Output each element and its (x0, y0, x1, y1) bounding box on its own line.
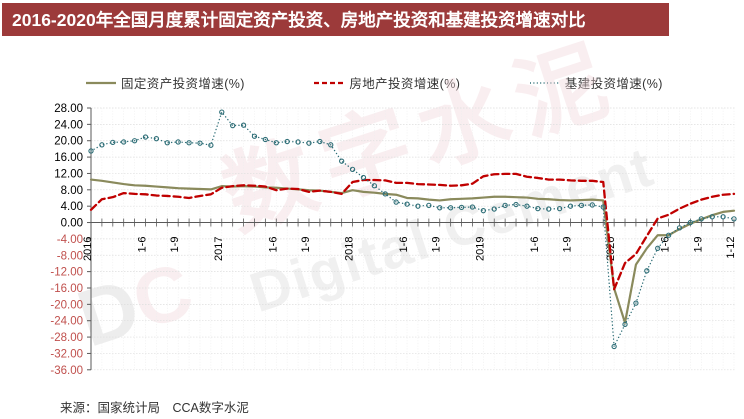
svg-text:-8.00: -8.00 (57, 250, 83, 262)
svg-text:20.00: 20.00 (54, 136, 83, 148)
svg-text:1-6: 1-6 (529, 237, 541, 253)
svg-text:-36.00: -36.00 (50, 365, 83, 377)
svg-text:1-9: 1-9 (300, 237, 312, 253)
svg-text:1-6: 1-6 (660, 237, 672, 253)
svg-text:1-9: 1-9 (169, 237, 181, 253)
svg-text:-16.00: -16.00 (50, 283, 83, 295)
svg-text:1-9: 1-9 (692, 237, 704, 253)
svg-text:-32.00: -32.00 (50, 348, 83, 360)
svg-text:-4.00: -4.00 (57, 234, 83, 246)
svg-text:2019: 2019 (474, 237, 486, 261)
svg-text:1-9: 1-9 (562, 237, 574, 253)
svg-text:1-12: 1-12 (725, 237, 737, 259)
svg-text:-28.00: -28.00 (50, 332, 83, 344)
svg-text:1-6: 1-6 (267, 237, 279, 253)
svg-text:24.00: 24.00 (54, 119, 83, 131)
svg-text:-20.00: -20.00 (50, 299, 83, 311)
svg-text:16.00: 16.00 (54, 152, 83, 164)
svg-text:1-6: 1-6 (398, 237, 410, 253)
svg-text:-12.00: -12.00 (50, 267, 83, 279)
svg-text:2017: 2017 (213, 237, 225, 261)
svg-text:0.00: 0.00 (61, 218, 83, 230)
svg-text:2016: 2016 (82, 237, 94, 261)
svg-text:1-6: 1-6 (136, 237, 148, 253)
svg-text:12.00: 12.00 (54, 168, 83, 180)
svg-text:28.00: 28.00 (54, 103, 83, 115)
svg-text:2018: 2018 (344, 237, 356, 261)
svg-text:8.00: 8.00 (61, 185, 83, 197)
svg-text:4.00: 4.00 (61, 201, 83, 213)
svg-text:-24.00: -24.00 (50, 316, 83, 328)
svg-text:1-9: 1-9 (431, 237, 443, 253)
